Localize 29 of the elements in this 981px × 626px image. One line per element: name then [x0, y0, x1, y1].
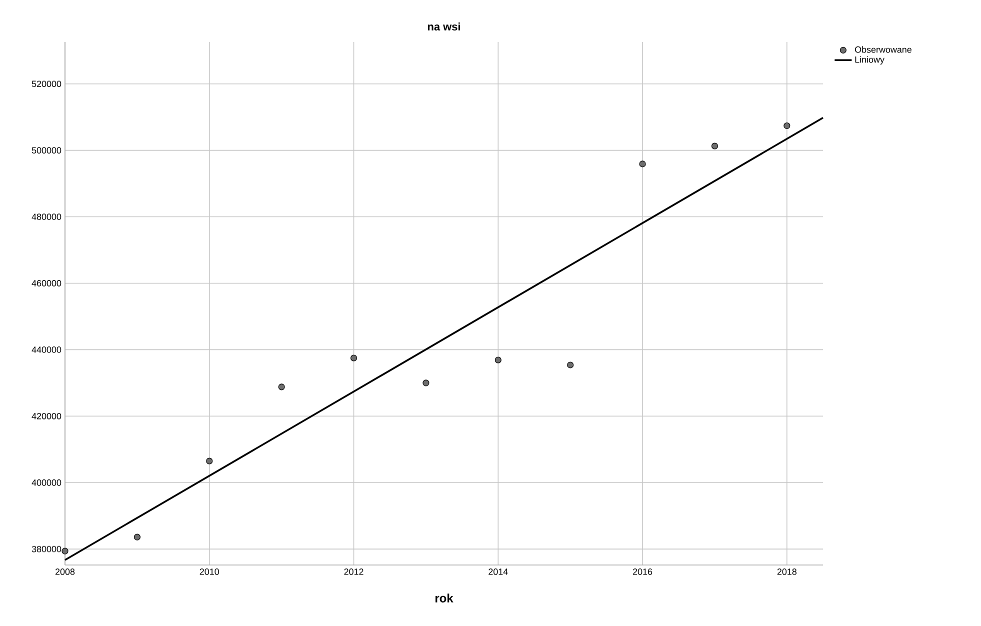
point — [134, 534, 140, 540]
point — [494, 356, 502, 364]
y-tick-label: 480000 — [32, 214, 62, 220]
point — [711, 142, 718, 150]
x-tick-label: 2008 — [55, 568, 75, 575]
point — [278, 384, 285, 390]
x-tick-label: 2014 — [488, 568, 508, 575]
y-tick-label: 420000 — [32, 412, 62, 420]
legend-label: Obserwowane — [854, 46, 912, 53]
y-tick-label: 380000 — [32, 546, 62, 552]
point — [422, 380, 430, 386]
point — [62, 548, 68, 554]
point — [350, 354, 358, 362]
x-axis-title: rok — [435, 594, 454, 602]
legend-label: Liniowy — [855, 56, 884, 65]
y-tick-label: 400000 — [32, 479, 62, 486]
y-tick-label: 500000 — [32, 147, 62, 154]
chart-title: na wsi — [428, 22, 460, 31]
x-tick-label: 2012 — [344, 568, 364, 575]
y-tick-label: 520000 — [32, 80, 62, 88]
x-tick-label: 2018 — [777, 568, 796, 575]
x-tick-label: 2010 — [200, 568, 220, 575]
y-tick-label: 460000 — [32, 280, 62, 286]
point — [639, 160, 646, 168]
point — [567, 362, 574, 368]
y-tick-label: 440000 — [32, 346, 62, 353]
point — [206, 458, 213, 464]
x-tick-label: 2016 — [633, 568, 652, 575]
point — [784, 122, 790, 130]
